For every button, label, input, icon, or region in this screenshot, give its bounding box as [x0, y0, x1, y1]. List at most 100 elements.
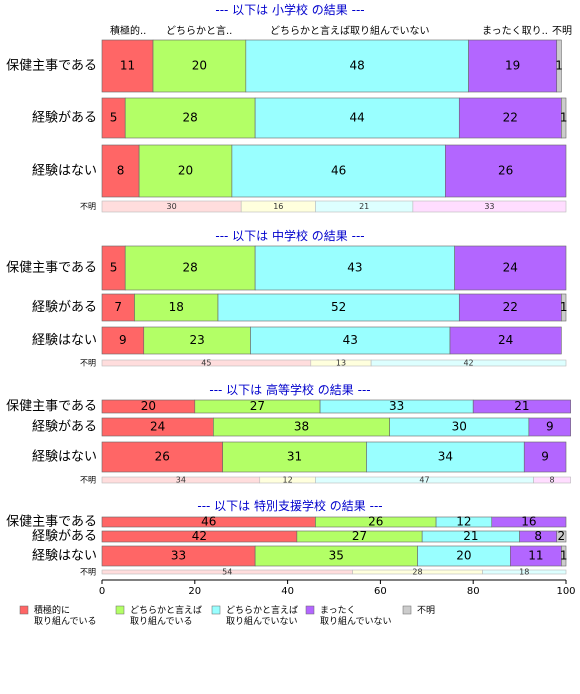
bar-segment	[152, 39, 247, 93]
row-label: 経験がある	[32, 420, 97, 435]
bar-value-label: 19	[505, 59, 520, 73]
legend-swatch	[115, 605, 125, 615]
bar-value-label: 47	[419, 476, 429, 485]
bar-value-label: 21	[514, 399, 529, 413]
bar-segment	[556, 39, 562, 93]
bar-value-label: 30	[452, 420, 467, 434]
bar-segment	[412, 200, 567, 213]
bar-segment	[370, 359, 567, 367]
bar-segment	[222, 441, 367, 473]
legend-swatch	[305, 605, 315, 615]
bar-value-label: 34	[176, 476, 186, 485]
bar-value-label: 33	[171, 549, 186, 563]
row-label: 不明	[80, 359, 96, 368]
x-axis-tick-label: 60	[374, 586, 387, 597]
bar-segment	[138, 144, 233, 198]
bar-value-label: 24	[503, 261, 518, 275]
bar-value-label: 16	[521, 515, 536, 529]
bar-segment	[245, 39, 469, 93]
bar-value-label: 38	[294, 420, 309, 434]
bar-value-label: 1	[560, 549, 568, 563]
bar-value-label: 42	[463, 359, 473, 368]
bar-segment	[561, 97, 567, 139]
bar-value-label: 13	[336, 359, 346, 368]
row-label: 経験はない	[32, 333, 97, 348]
bar-value-label: 9	[119, 333, 127, 347]
legend-label: 取り組んでいない	[320, 615, 392, 627]
bar-value-label: 43	[343, 333, 358, 347]
legend-label: 積極的に	[34, 604, 70, 616]
bar-value-label: 54	[222, 568, 232, 577]
legend-label: まったく	[320, 605, 356, 616]
row-label: 経験がある	[32, 111, 97, 126]
bar-value-label: 42	[192, 529, 207, 543]
bar-value-label: 52	[331, 300, 346, 314]
row-label: 保健主事である	[6, 399, 97, 414]
bar-value-label: 28	[183, 111, 198, 125]
bar-value-label: 23	[189, 333, 204, 347]
bar-segment	[101, 326, 145, 355]
bar-segment	[124, 245, 256, 291]
bar-value-label: 26	[498, 164, 513, 178]
row-label: 保健主事である	[6, 515, 97, 530]
bar-value-label: 30	[167, 202, 177, 211]
bar-segment	[101, 293, 135, 322]
bar-value-label: 21	[359, 202, 369, 211]
row-label: 不明	[80, 202, 96, 211]
row-label: 不明	[80, 476, 96, 485]
column-header: 積極的..	[110, 24, 146, 37]
bar-segment	[472, 399, 571, 414]
bar-value-label: 43	[347, 261, 362, 275]
bar-value-label: 44	[350, 111, 365, 125]
bar-value-label: 11	[120, 59, 135, 73]
bar-value-label: 1	[560, 111, 568, 125]
column-header: どちらかと言..	[166, 24, 232, 37]
panel-title: --- 以下は 小学校 の結果 ---	[215, 2, 364, 17]
x-axis-tick-label: 0	[99, 586, 105, 597]
bar-segment	[561, 545, 567, 567]
bar-value-label: 20	[178, 164, 193, 178]
bar-value-label: 33	[484, 202, 494, 211]
bar-segment	[533, 476, 571, 484]
bar-value-label: 33	[389, 399, 404, 413]
bar-value-label: 18	[169, 300, 184, 314]
bar-segment	[250, 326, 451, 355]
bar-value-label: 24	[498, 333, 513, 347]
row-label: 保健主事である	[6, 261, 97, 276]
bar-segment	[101, 39, 154, 93]
bar-value-label: 20	[141, 399, 156, 413]
bar-segment	[445, 144, 567, 198]
bar-segment	[556, 530, 567, 543]
bar-value-label: 34	[438, 450, 453, 464]
bar-value-label: 1	[560, 300, 568, 314]
bar-value-label: 7	[114, 300, 122, 314]
bar-segment	[528, 417, 571, 437]
bar-segment	[561, 293, 567, 322]
bar-value-label: 9	[541, 450, 549, 464]
bar-segment	[254, 97, 460, 139]
bar-value-label: 26	[368, 515, 383, 529]
bar-segment	[231, 144, 446, 198]
bar-value-label: 18	[519, 568, 529, 577]
row-label: 保健主事である	[6, 59, 97, 74]
bar-value-label: 22	[503, 300, 518, 314]
bar-segment	[101, 441, 223, 473]
bar-segment	[366, 441, 525, 473]
legend-label: 不明	[417, 605, 435, 616]
bar-segment	[143, 326, 251, 355]
bar-value-label: 21	[463, 529, 478, 543]
bar-segment	[217, 293, 460, 322]
bar-value-label: 12	[456, 515, 471, 529]
bar-segment	[491, 516, 567, 528]
legend-swatch	[19, 605, 29, 615]
x-axis-tick-label: 80	[467, 586, 480, 597]
column-header: まったく取り..	[482, 25, 548, 37]
legend-label: どちらかと言えば	[226, 604, 298, 616]
column-header: どちらかと言えば取り組んでいない	[270, 24, 430, 37]
panel-title: --- 以下は 高等学校 の結果 ---	[209, 382, 370, 397]
bar-value-label: 22	[503, 111, 518, 125]
row-label: 経験がある	[32, 529, 97, 544]
panel-title: --- 以下は 特別支援学校 の結果 ---	[197, 498, 382, 513]
bar-value-label: 31	[287, 450, 302, 464]
